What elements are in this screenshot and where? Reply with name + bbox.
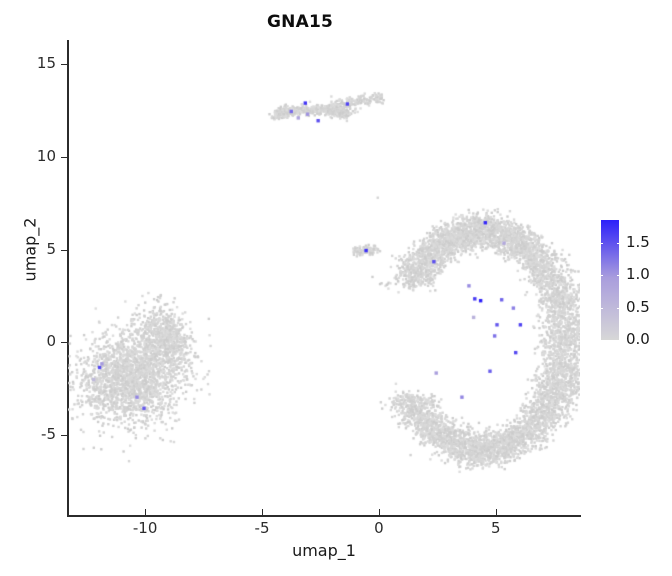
colorbar <box>598 220 622 341</box>
y-tick-label: 5 <box>46 239 56 258</box>
y-axis-label: umap_2 <box>20 217 40 282</box>
page-title: GNA15 <box>267 12 333 32</box>
y-tick-mark <box>61 64 67 66</box>
y-tick-mark <box>61 342 67 344</box>
colorbar-tick-label: 1.0 <box>626 265 650 284</box>
y-tick-label: 0 <box>46 332 56 351</box>
y-tick-mark <box>61 435 67 437</box>
x-tick-label: -5 <box>254 519 270 537</box>
colorbar-tick <box>598 307 603 309</box>
colorbar-tick <box>617 340 622 341</box>
y-tick-label: 10 <box>36 146 56 165</box>
x-tick-mark <box>145 509 147 515</box>
scatter-canvas <box>68 40 580 515</box>
colorbar-tick <box>598 242 603 244</box>
colorbar-tick <box>617 307 622 309</box>
y-tick-mark <box>61 156 67 158</box>
x-tick-mark <box>495 509 497 515</box>
colorbar-tick-label: 0.0 <box>626 330 650 348</box>
x-tick-label: -10 <box>132 519 158 537</box>
y-tick-mark <box>61 249 67 251</box>
colorbar-tick <box>617 275 622 277</box>
scatter-points-layer <box>68 40 580 515</box>
colorbar-gradient <box>601 220 619 340</box>
colorbar-tick-label: 1.5 <box>626 232 650 251</box>
x-axis-label: umap_1 <box>292 541 356 560</box>
plot-panel <box>68 40 580 515</box>
colorbar-tick <box>598 275 603 277</box>
x-tick-mark <box>378 509 380 515</box>
y-tick-label: -5 <box>41 425 56 444</box>
x-tick-mark <box>262 509 264 515</box>
x-tick-label: 0 <box>374 519 384 537</box>
x-axis-line <box>67 515 581 517</box>
colorbar-tick <box>598 340 603 341</box>
colorbar-tick <box>617 242 622 244</box>
x-tick-label: 5 <box>491 519 501 537</box>
colorbar-tick-label: 0.5 <box>626 297 650 316</box>
y-tick-label: 15 <box>36 54 56 73</box>
